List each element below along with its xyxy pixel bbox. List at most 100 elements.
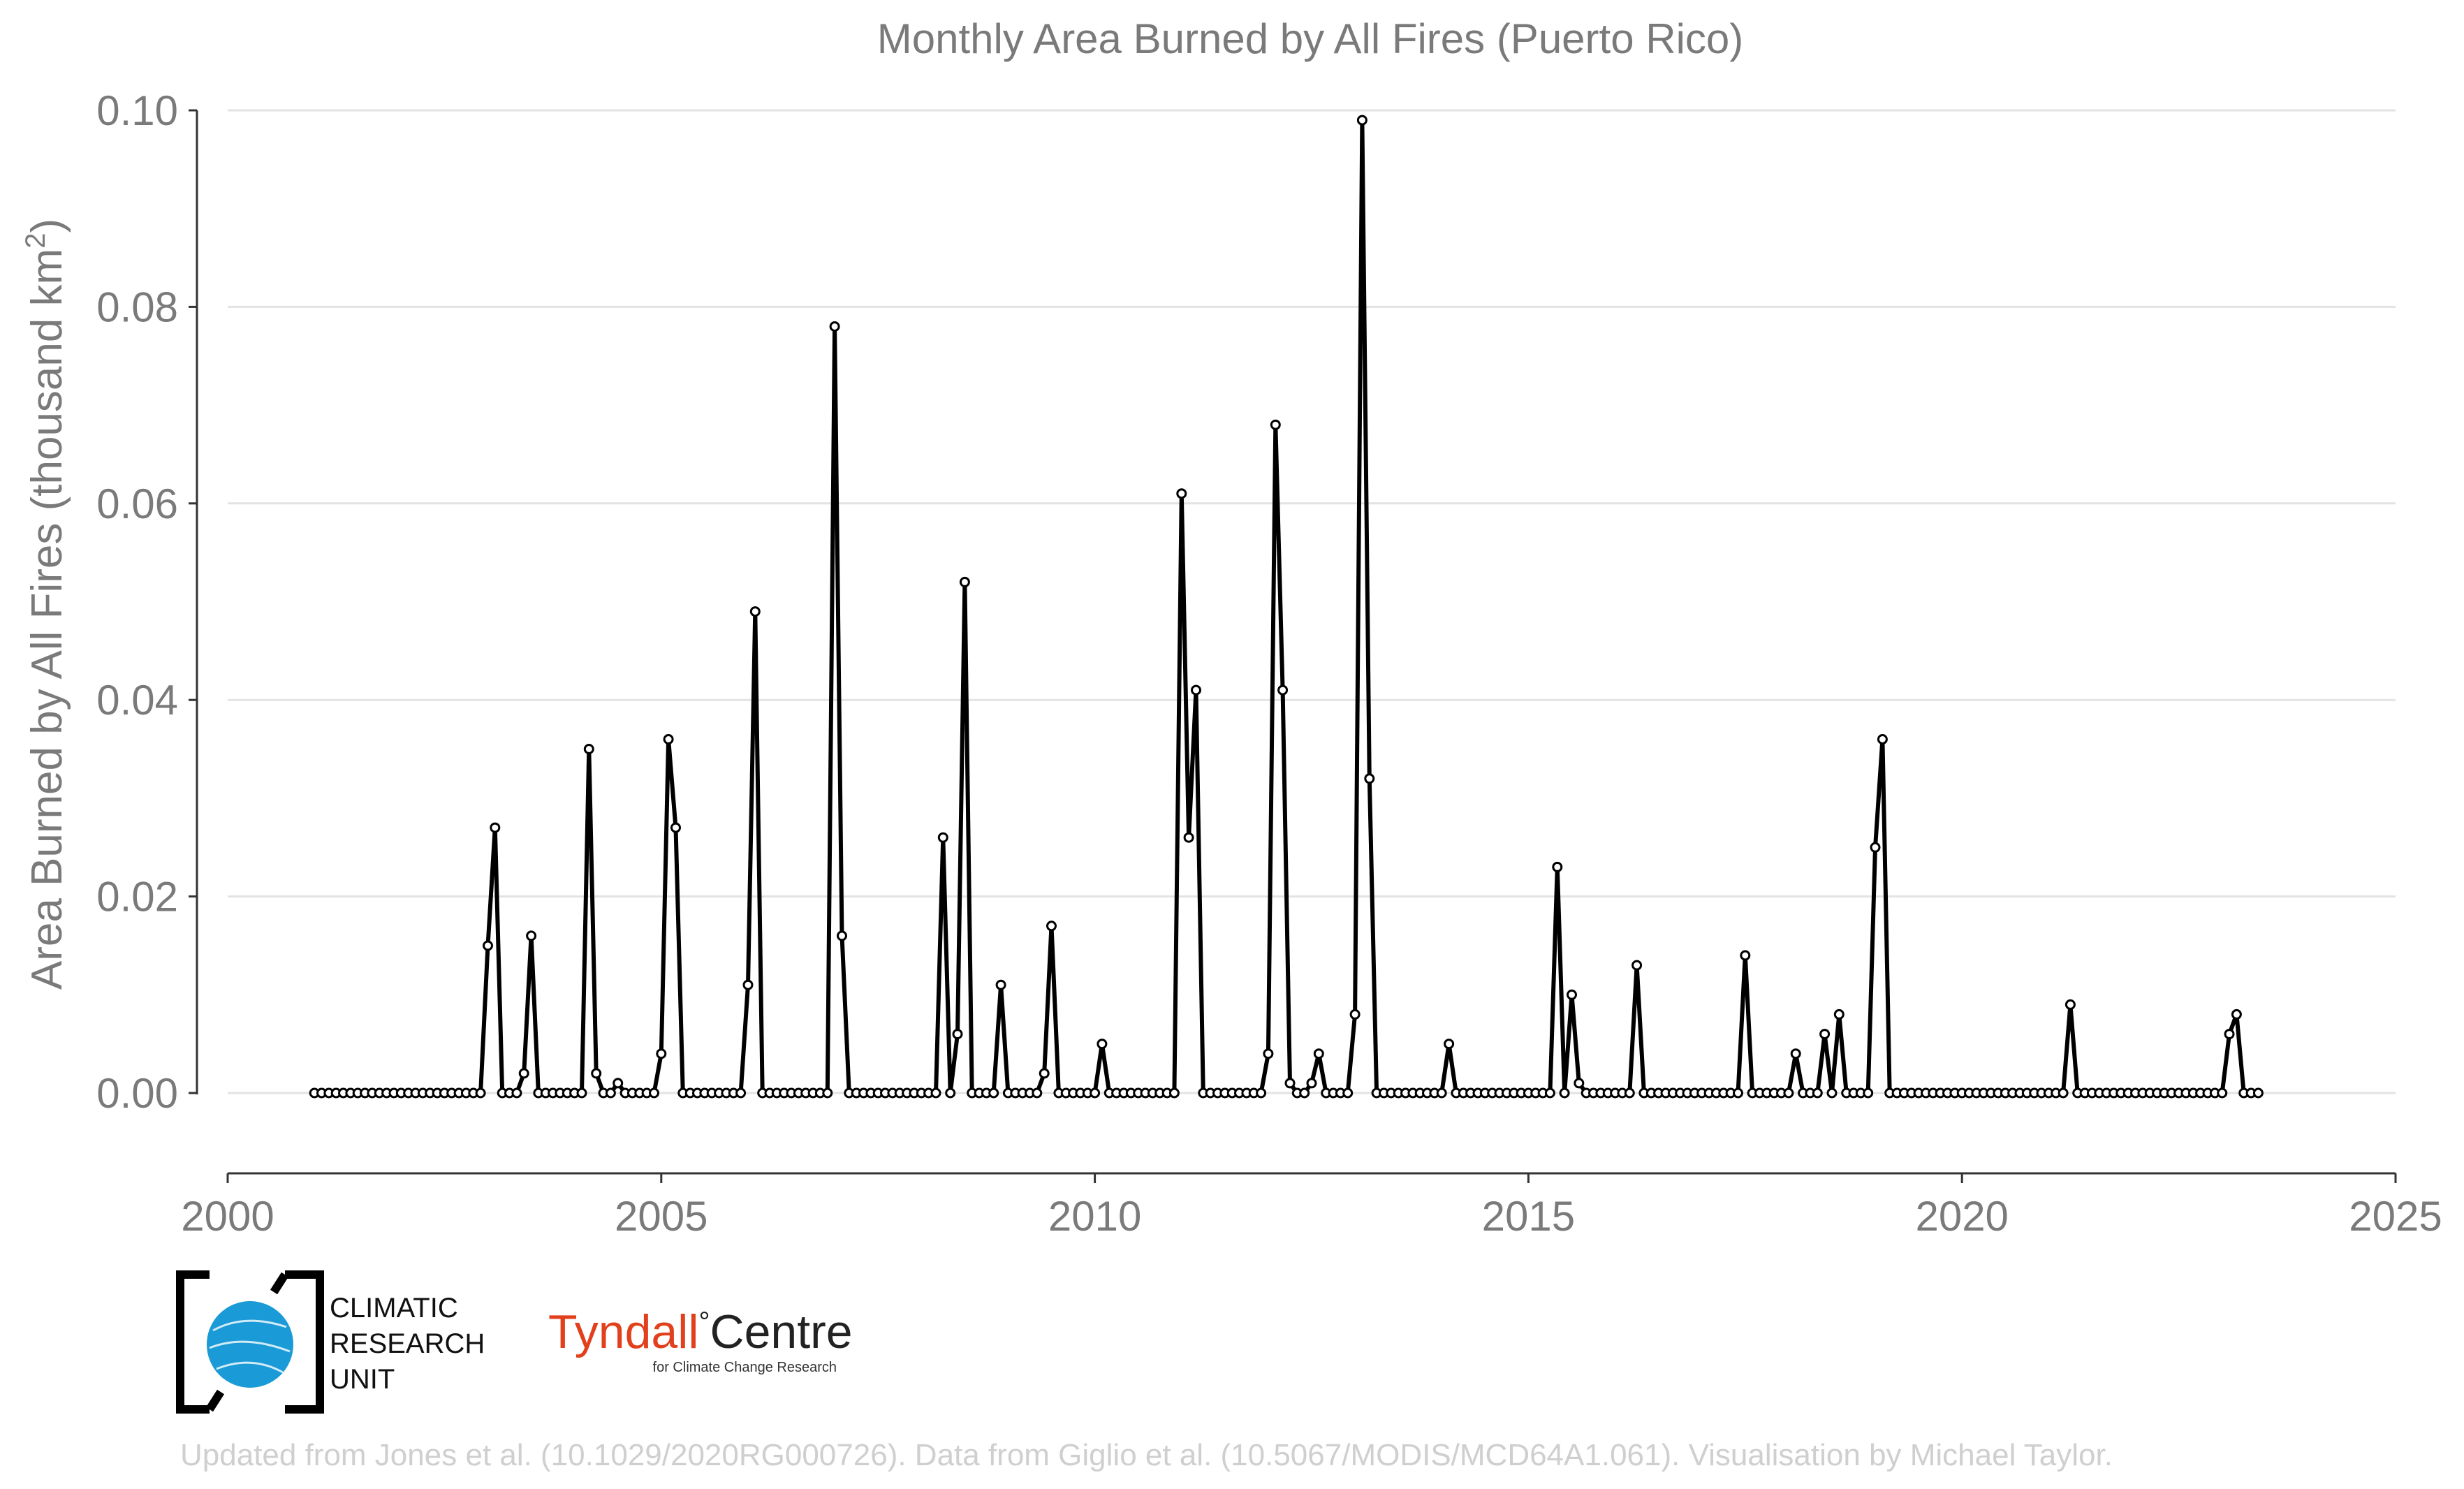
data-point [591,1068,602,1079]
data-point [1284,1078,1296,1089]
y-tick-label: 0.10 [96,87,178,134]
tyndall-centre: Centre [710,1305,852,1358]
data-point [483,940,493,951]
data-point [735,1087,747,1099]
data-point [1544,1087,1555,1099]
data-point [1306,1078,1317,1089]
data-point [1567,989,1577,1000]
data-point [2224,1029,2235,1040]
data-point [1624,1087,1635,1099]
data-point [2231,1008,2242,1020]
data-point [490,822,501,833]
y-tick-label: 0.06 [96,481,178,527]
data-point [605,1087,616,1099]
x-tick-label: 2020 [1915,1193,2008,1240]
data-point [1870,842,1881,853]
series-line [314,118,2259,1095]
data-point [1552,861,1563,872]
x-axis-ticks: 2000 2005 2010 2015 2020 2025 [181,1173,2442,1240]
y-axis-label-close: ) [23,219,71,233]
series-area-burned [309,115,2264,1099]
cru-bracket-right [285,1270,324,1414]
data-point [518,1068,529,1079]
data-point [656,1048,667,1059]
data-point [1191,684,1201,696]
y-axis-ticks: 0.00 0.02 0.04 0.06 0.08 0.10 [96,87,197,1117]
data-point [749,606,761,617]
data-point [1819,1029,1831,1040]
data-point [829,321,840,332]
y-axis-label: Area Burned by All Fires (thousand km2) [20,219,71,990]
axes [196,110,2396,1175]
data-point [1039,1068,1050,1079]
data-point [1790,1048,1801,1059]
data-point [1364,773,1375,784]
data-point [1097,1039,1108,1050]
data-point [2058,1087,2069,1099]
tyndall-degree: ° [698,1307,710,1337]
tyndall-subtitle: for Climate Change Research [653,1360,837,1375]
grid-lines [228,109,2396,1094]
cru-text-line-3: UNIT [330,1364,395,1395]
data-point [1833,1008,1845,1020]
data-point [1812,1087,1823,1099]
data-point [2217,1087,2228,1099]
cru-bracket-slash-bottom [205,1389,225,1412]
data-point [930,1087,941,1099]
data-point [1631,960,1643,971]
data-point [1356,115,1367,126]
data-point [1436,1087,1447,1099]
data-point [1574,1078,1585,1089]
data-point [583,744,594,754]
data-point [1263,1048,1274,1059]
y-tick-label: 0.00 [96,1070,178,1117]
data-point [475,1087,486,1099]
data-point [822,1087,833,1099]
data-point [1877,734,1888,744]
x-tick-label: 2025 [2349,1193,2442,1240]
data-point [663,734,674,744]
data-point [1090,1087,1101,1099]
data-point [649,1087,659,1099]
data-point [1733,1087,1743,1099]
data-point [945,1087,956,1099]
data-point [2252,1087,2264,1099]
data-point [995,979,1006,990]
x-tick-label: 2010 [1048,1193,1141,1240]
tyndall-word: Tyndall [548,1305,698,1358]
data-point [613,1078,624,1089]
x-tick-label: 2005 [615,1193,707,1240]
cru-logo: CLIMATIC RESEARCH UNIT [176,1270,485,1414]
data-point [1032,1087,1043,1099]
data-point [742,979,754,990]
data-point [1299,1087,1310,1099]
y-axis-label-main: Area Burned by All Fires (thousand km [23,249,71,990]
data-point [1783,1087,1794,1099]
cru-globe-swirl [209,1319,291,1374]
data-point [959,576,970,587]
x-tick-label: 2015 [1482,1193,1575,1240]
data-point [670,822,681,833]
data-point [1183,832,1194,843]
data-point [837,930,847,941]
y-tick-label: 0.04 [96,677,178,724]
data-point [1349,1008,1361,1020]
y-tick-label: 0.08 [96,284,178,330]
data-point [1176,488,1187,499]
data-point [1313,1048,1324,1059]
y-tick-label: 0.02 [96,874,178,920]
data-point [1863,1087,1874,1099]
data-point [1256,1087,1267,1099]
data-point [1826,1087,1838,1099]
y-axis-label-superscript: 2 [20,233,51,249]
data-point [1740,950,1751,961]
data-point [1559,1087,1570,1099]
cru-text-line-2: RESEARCH [330,1328,485,1359]
data-point [988,1087,999,1099]
data-point [2065,999,2076,1010]
chart-title: Monthly Area Burned by All Fires (Puerto… [877,15,1744,62]
data-point [1342,1087,1354,1099]
data-point [1168,1087,1180,1099]
data-point [952,1029,963,1040]
cru-bracket-slash-top [270,1272,289,1295]
